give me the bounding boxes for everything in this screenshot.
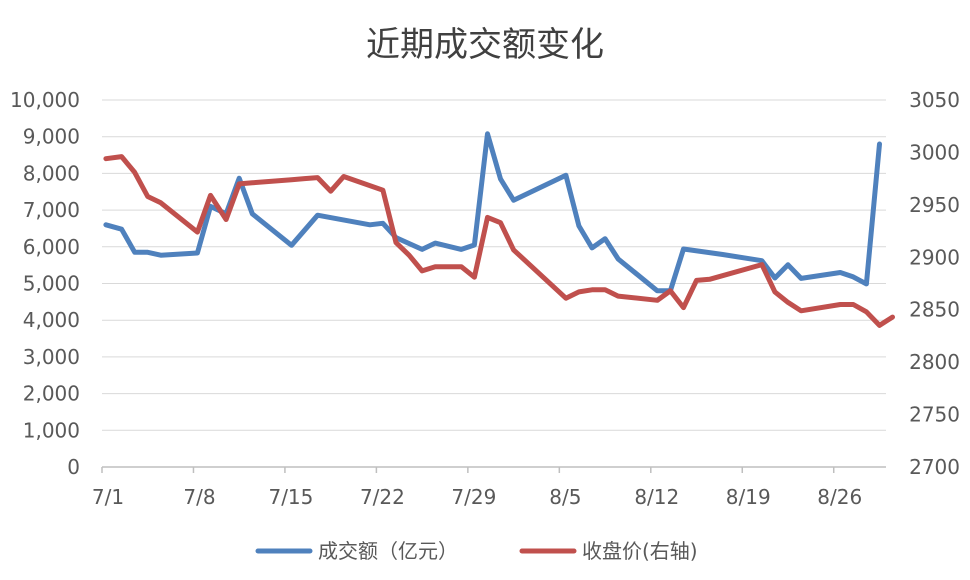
axes: 0 1,000 2,000 3,000 4,000 5,000 6,000 7,000 8,00… — [10, 88, 960, 509]
series-line-2 — [103, 154, 895, 328]
x-axis-tick-label: 7/15 — [268, 485, 313, 509]
x-axis-tick-label: 8/19 — [726, 485, 771, 509]
right-axis-tick-label: 2850 — [909, 298, 960, 322]
x-axis-tick-label: 7/1 — [92, 485, 124, 509]
left-axis-tick-label: 6,000 — [23, 235, 80, 259]
right-axis-tick-label: 2700 — [909, 455, 960, 479]
x-axis-tick-label: 8/26 — [817, 485, 862, 509]
series-lines — [103, 131, 895, 328]
right-axis-tick-label: 2800 — [909, 350, 960, 374]
legend: 成交额（亿元） 收盘价(右轴) — [255, 539, 698, 563]
left-axis-tick-label: 9,000 — [23, 125, 80, 149]
right-axis-tick-label: 3000 — [909, 140, 960, 164]
x-axis-tick-label: 8/12 — [634, 485, 679, 509]
right-axis-tick-label: 2750 — [909, 403, 960, 427]
legend-label-1: 成交额（亿元） — [318, 539, 458, 563]
series-line-1 — [103, 131, 882, 294]
grid-lines — [102, 99, 886, 431]
right-axis-tick-label: 3050 — [909, 88, 960, 112]
left-axis-tick-label: 1,000 — [23, 418, 80, 442]
left-axis-tick-label: 8,000 — [23, 161, 80, 185]
right-axis-tick-label: 2900 — [909, 245, 960, 269]
left-axis-tick-label: 3,000 — [23, 345, 80, 369]
left-axis-tick-label: 2,000 — [23, 382, 80, 406]
left-axis-tick-label: 4,000 — [23, 308, 80, 332]
chart-title: 近期成交额变化 — [366, 25, 604, 65]
x-axis-tick-label: 8/5 — [549, 485, 581, 509]
x-axis-tick-label: 7/22 — [360, 485, 405, 509]
x-axis-tick-label: 7/8 — [183, 485, 215, 509]
left-axis-tick-label: 5,000 — [23, 272, 80, 296]
right-axis-tick-label: 2950 — [909, 193, 960, 217]
legend-label-2: 收盘价(右轴) — [582, 539, 698, 563]
left-axis-tick-label: 10,000 — [10, 88, 80, 112]
left-axis-tick-label: 7,000 — [23, 198, 80, 222]
x-axis-tick-label: 7/29 — [451, 485, 496, 509]
left-axis-tick-label: 0 — [67, 455, 80, 479]
